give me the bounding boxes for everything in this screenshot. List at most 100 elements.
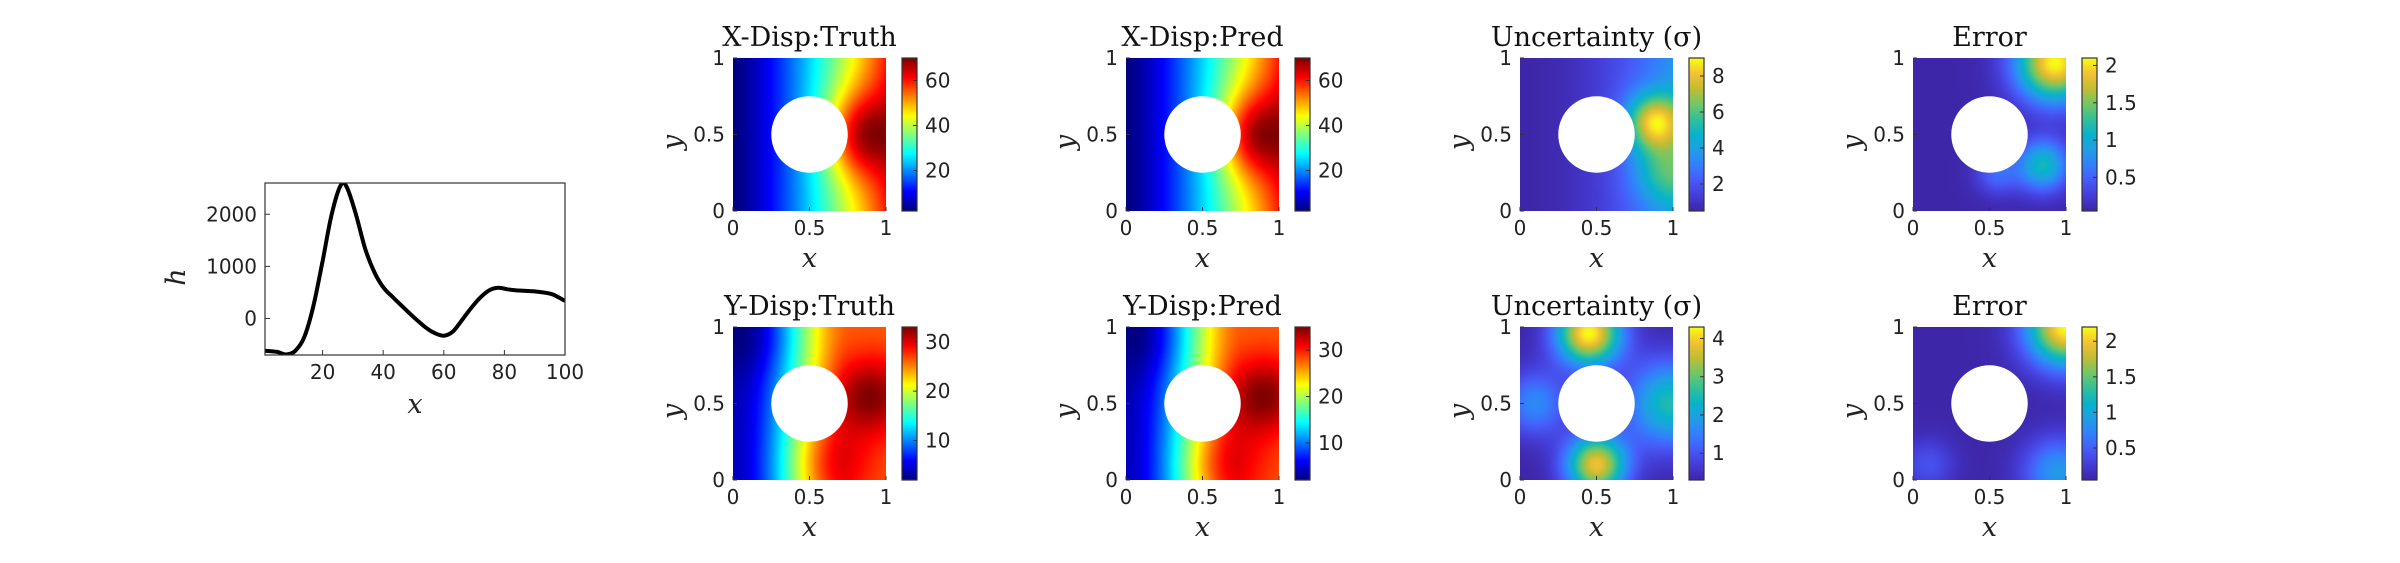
x-tick-label: 100 bbox=[546, 360, 584, 384]
colorbar bbox=[902, 327, 917, 480]
y-tick-label: 1 bbox=[1105, 315, 1118, 339]
y-axis-label: y bbox=[1050, 134, 1081, 151]
colorbar-tick-label: 30 bbox=[1318, 338, 1343, 362]
x-axis-label: x bbox=[1195, 243, 1210, 274]
y-tick-label: 1 bbox=[1105, 46, 1118, 70]
y-tick-label: 0 bbox=[1105, 199, 1118, 223]
colorbar-tick-label: 1 bbox=[2105, 128, 2118, 152]
y-tick-label: 0 bbox=[1499, 468, 1512, 492]
y-tick-label: 1 bbox=[712, 46, 725, 70]
colorbar-frame bbox=[1294, 326, 1311, 481]
x-tick-label: 0.5 bbox=[1581, 216, 1613, 240]
x-axis-label: x bbox=[802, 512, 817, 543]
colorbar-tick-label: 6 bbox=[1712, 100, 1725, 124]
x-tick-label: 40 bbox=[370, 360, 395, 384]
hole bbox=[1558, 96, 1635, 173]
y-axis-label: y bbox=[1837, 134, 1868, 151]
colorbar bbox=[2082, 58, 2097, 211]
colorbar-tick-label: 30 bbox=[925, 330, 950, 354]
colorbar-tick-label: 40 bbox=[1318, 114, 1343, 138]
x-tick-label: 0 bbox=[1907, 216, 1920, 240]
y-tick-label: 0 bbox=[712, 199, 725, 223]
panel-title: X-Disp:Truth bbox=[722, 22, 896, 53]
x-tick-label: 1 bbox=[1273, 216, 1286, 240]
y-tick-label: 0 bbox=[1499, 199, 1512, 223]
colorbar-tick-label: 2 bbox=[1712, 403, 1725, 427]
y-axis-label: y bbox=[1050, 403, 1081, 420]
y-tick-label: 0.5 bbox=[693, 123, 725, 147]
x-tick-label: 1 bbox=[880, 485, 893, 509]
x-tick-label: 0 bbox=[1120, 216, 1133, 240]
colorbar-tick-label: 1 bbox=[2105, 400, 2118, 424]
colorbar-tick-label: 8 bbox=[1712, 64, 1725, 88]
y-tick-label: 0.5 bbox=[1086, 123, 1118, 147]
panel-title: Y-Disp:Truth bbox=[723, 291, 895, 322]
x-tick-label: 1 bbox=[1273, 485, 1286, 509]
x-tick-label: 60 bbox=[431, 360, 456, 384]
x-tick-label: 1 bbox=[2060, 216, 2073, 240]
y-tick-label: 0.5 bbox=[1480, 123, 1512, 147]
colorbar-tick-label: 40 bbox=[925, 114, 950, 138]
hole bbox=[1164, 96, 1241, 173]
y-tick-label: 0.5 bbox=[693, 392, 725, 416]
plot-frame bbox=[264, 182, 566, 356]
y-tick-label: 2000 bbox=[206, 202, 257, 226]
x-tick-label: 0.5 bbox=[794, 216, 826, 240]
colorbar-frame bbox=[2081, 326, 2098, 481]
hole bbox=[771, 96, 848, 173]
colorbar-tick-label: 2 bbox=[1712, 172, 1725, 196]
colorbar-tick-label: 3 bbox=[1712, 365, 1725, 389]
x-tick-label: 0.5 bbox=[1974, 216, 2006, 240]
colorbar-tick-label: 60 bbox=[925, 69, 950, 93]
colorbar-tick-label: 4 bbox=[1712, 326, 1725, 350]
y-axis-label: y bbox=[1837, 403, 1868, 420]
colorbar-tick-label: 20 bbox=[925, 159, 950, 183]
y-tick-label: 1 bbox=[1892, 46, 1905, 70]
colorbar bbox=[1295, 327, 1310, 480]
colorbar bbox=[902, 58, 917, 211]
x-tick-label: 0.5 bbox=[1187, 485, 1219, 509]
x-tick-label: 1 bbox=[880, 216, 893, 240]
x-tick-label: 0 bbox=[1514, 485, 1527, 509]
colorbar-tick-label: 1.5 bbox=[2105, 365, 2137, 389]
x-tick-label: 0 bbox=[1120, 485, 1133, 509]
colorbar bbox=[1689, 327, 1704, 480]
colorbar-frame bbox=[901, 326, 918, 481]
y-tick-label: 0.5 bbox=[1086, 392, 1118, 416]
y-tick-label: 0 bbox=[1892, 199, 1905, 223]
x-tick-label: 20 bbox=[310, 360, 335, 384]
y-axis-label: h bbox=[161, 268, 192, 285]
y-tick-label: 0.5 bbox=[1873, 392, 1905, 416]
colorbar-tick-label: 10 bbox=[925, 429, 950, 453]
y-tick-label: 0.5 bbox=[1480, 392, 1512, 416]
hole bbox=[1558, 365, 1635, 442]
colorbar-tick-label: 1.5 bbox=[2105, 91, 2137, 115]
y-tick-label: 1 bbox=[1499, 315, 1512, 339]
y-tick-label: 0 bbox=[244, 307, 257, 331]
y-tick-label: 1 bbox=[1892, 315, 1905, 339]
x-tick-label: 0 bbox=[727, 216, 740, 240]
colorbar-tick-label: 0.5 bbox=[2105, 165, 2137, 189]
heatmap-panel: X-Disp:Pred 0 0.5 1 0 0.5 1 x y 20 40 60 bbox=[1050, 22, 1343, 274]
colorbar bbox=[1295, 58, 1310, 211]
x-tick-label: 1 bbox=[2060, 485, 2073, 509]
colorbar-frame bbox=[1294, 57, 1311, 212]
x-tick-label: 0 bbox=[1907, 485, 1920, 509]
x-axis-label: x bbox=[1195, 512, 1210, 543]
heatmap-panel: Error 0 0.5 1 0 0.5 1 x y 0.5 1 1.5 2 bbox=[1837, 291, 2137, 543]
colorbar-tick-label: 4 bbox=[1712, 136, 1725, 160]
colorbar bbox=[1689, 58, 1704, 211]
y-tick-label: 1000 bbox=[206, 254, 257, 278]
panel-title: Y-Disp:Pred bbox=[1122, 291, 1282, 322]
panel-title: Uncertainty (σ) bbox=[1491, 22, 1702, 53]
colorbar-tick-label: 0.5 bbox=[2105, 436, 2137, 460]
x-tick-label: 0.5 bbox=[1187, 216, 1219, 240]
colorbar-frame bbox=[1688, 57, 1705, 212]
panel-title: Uncertainty (σ) bbox=[1491, 291, 1702, 322]
x-axis-label: x bbox=[1982, 512, 1997, 543]
colorbar-tick-label: 2 bbox=[2105, 329, 2118, 353]
panel-title: Error bbox=[1952, 22, 2027, 53]
